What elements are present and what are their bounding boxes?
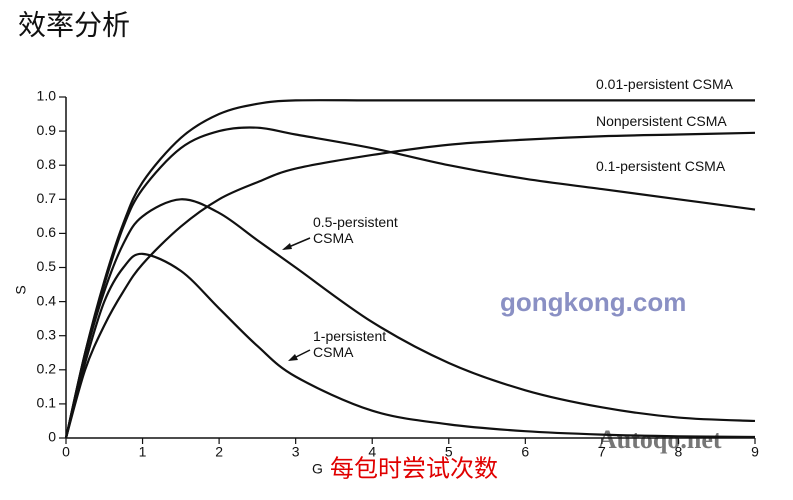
arrowhead xyxy=(288,354,298,361)
series-line xyxy=(64,198,756,439)
x-tick-label: 1 xyxy=(139,444,147,460)
y-tick-label: 0.1 xyxy=(37,395,57,411)
y-tick-label: 0.8 xyxy=(37,156,57,172)
y-tick-label: 0.9 xyxy=(37,122,57,138)
series-label: Nonpersistent CSMA xyxy=(596,113,727,129)
y-tick-label: 0.4 xyxy=(37,292,57,308)
y-tick-label: 0.3 xyxy=(37,326,57,342)
x-tick-label: 3 xyxy=(292,444,300,460)
y-tick-label: 0.5 xyxy=(37,258,57,274)
x-tick-label: 8 xyxy=(675,444,683,460)
y-tick-label: 0.7 xyxy=(37,190,57,206)
y-tick-label: 0.2 xyxy=(37,361,57,377)
series-label: 1-persistent CSMA xyxy=(313,328,387,360)
x-tick-label: 7 xyxy=(598,444,606,460)
x-tick-label: 6 xyxy=(521,444,529,460)
arrowhead xyxy=(282,243,292,250)
series-line xyxy=(64,126,756,439)
x-axis-label: G xyxy=(312,461,323,477)
x-tick-label: 0 xyxy=(62,444,70,460)
x-tick-label: 4 xyxy=(368,444,376,460)
series-line xyxy=(64,99,755,439)
series-label: 0.5-persistent CSMA xyxy=(313,214,398,246)
x-tick-label: 2 xyxy=(215,444,223,460)
y-tick-label: 0 xyxy=(48,429,56,445)
series-label: 0.01-persistent CSMA xyxy=(596,76,733,92)
x-tick-label: 9 xyxy=(751,444,759,460)
chart-title: 效率分析 xyxy=(18,9,130,40)
x-tick-label: 5 xyxy=(445,444,453,460)
series-label: 0.1-persistent CSMA xyxy=(596,158,726,174)
series-line xyxy=(64,131,756,439)
y-axis-label: S xyxy=(13,285,29,294)
watermark: Autoqo.net xyxy=(598,425,722,454)
series-line xyxy=(64,252,756,439)
watermark: gongkong.com xyxy=(500,287,686,317)
annotation: 每包时尝试次数 xyxy=(330,455,498,482)
y-tick-label: 0.6 xyxy=(37,224,57,240)
y-tick-label: 1.0 xyxy=(37,88,57,104)
